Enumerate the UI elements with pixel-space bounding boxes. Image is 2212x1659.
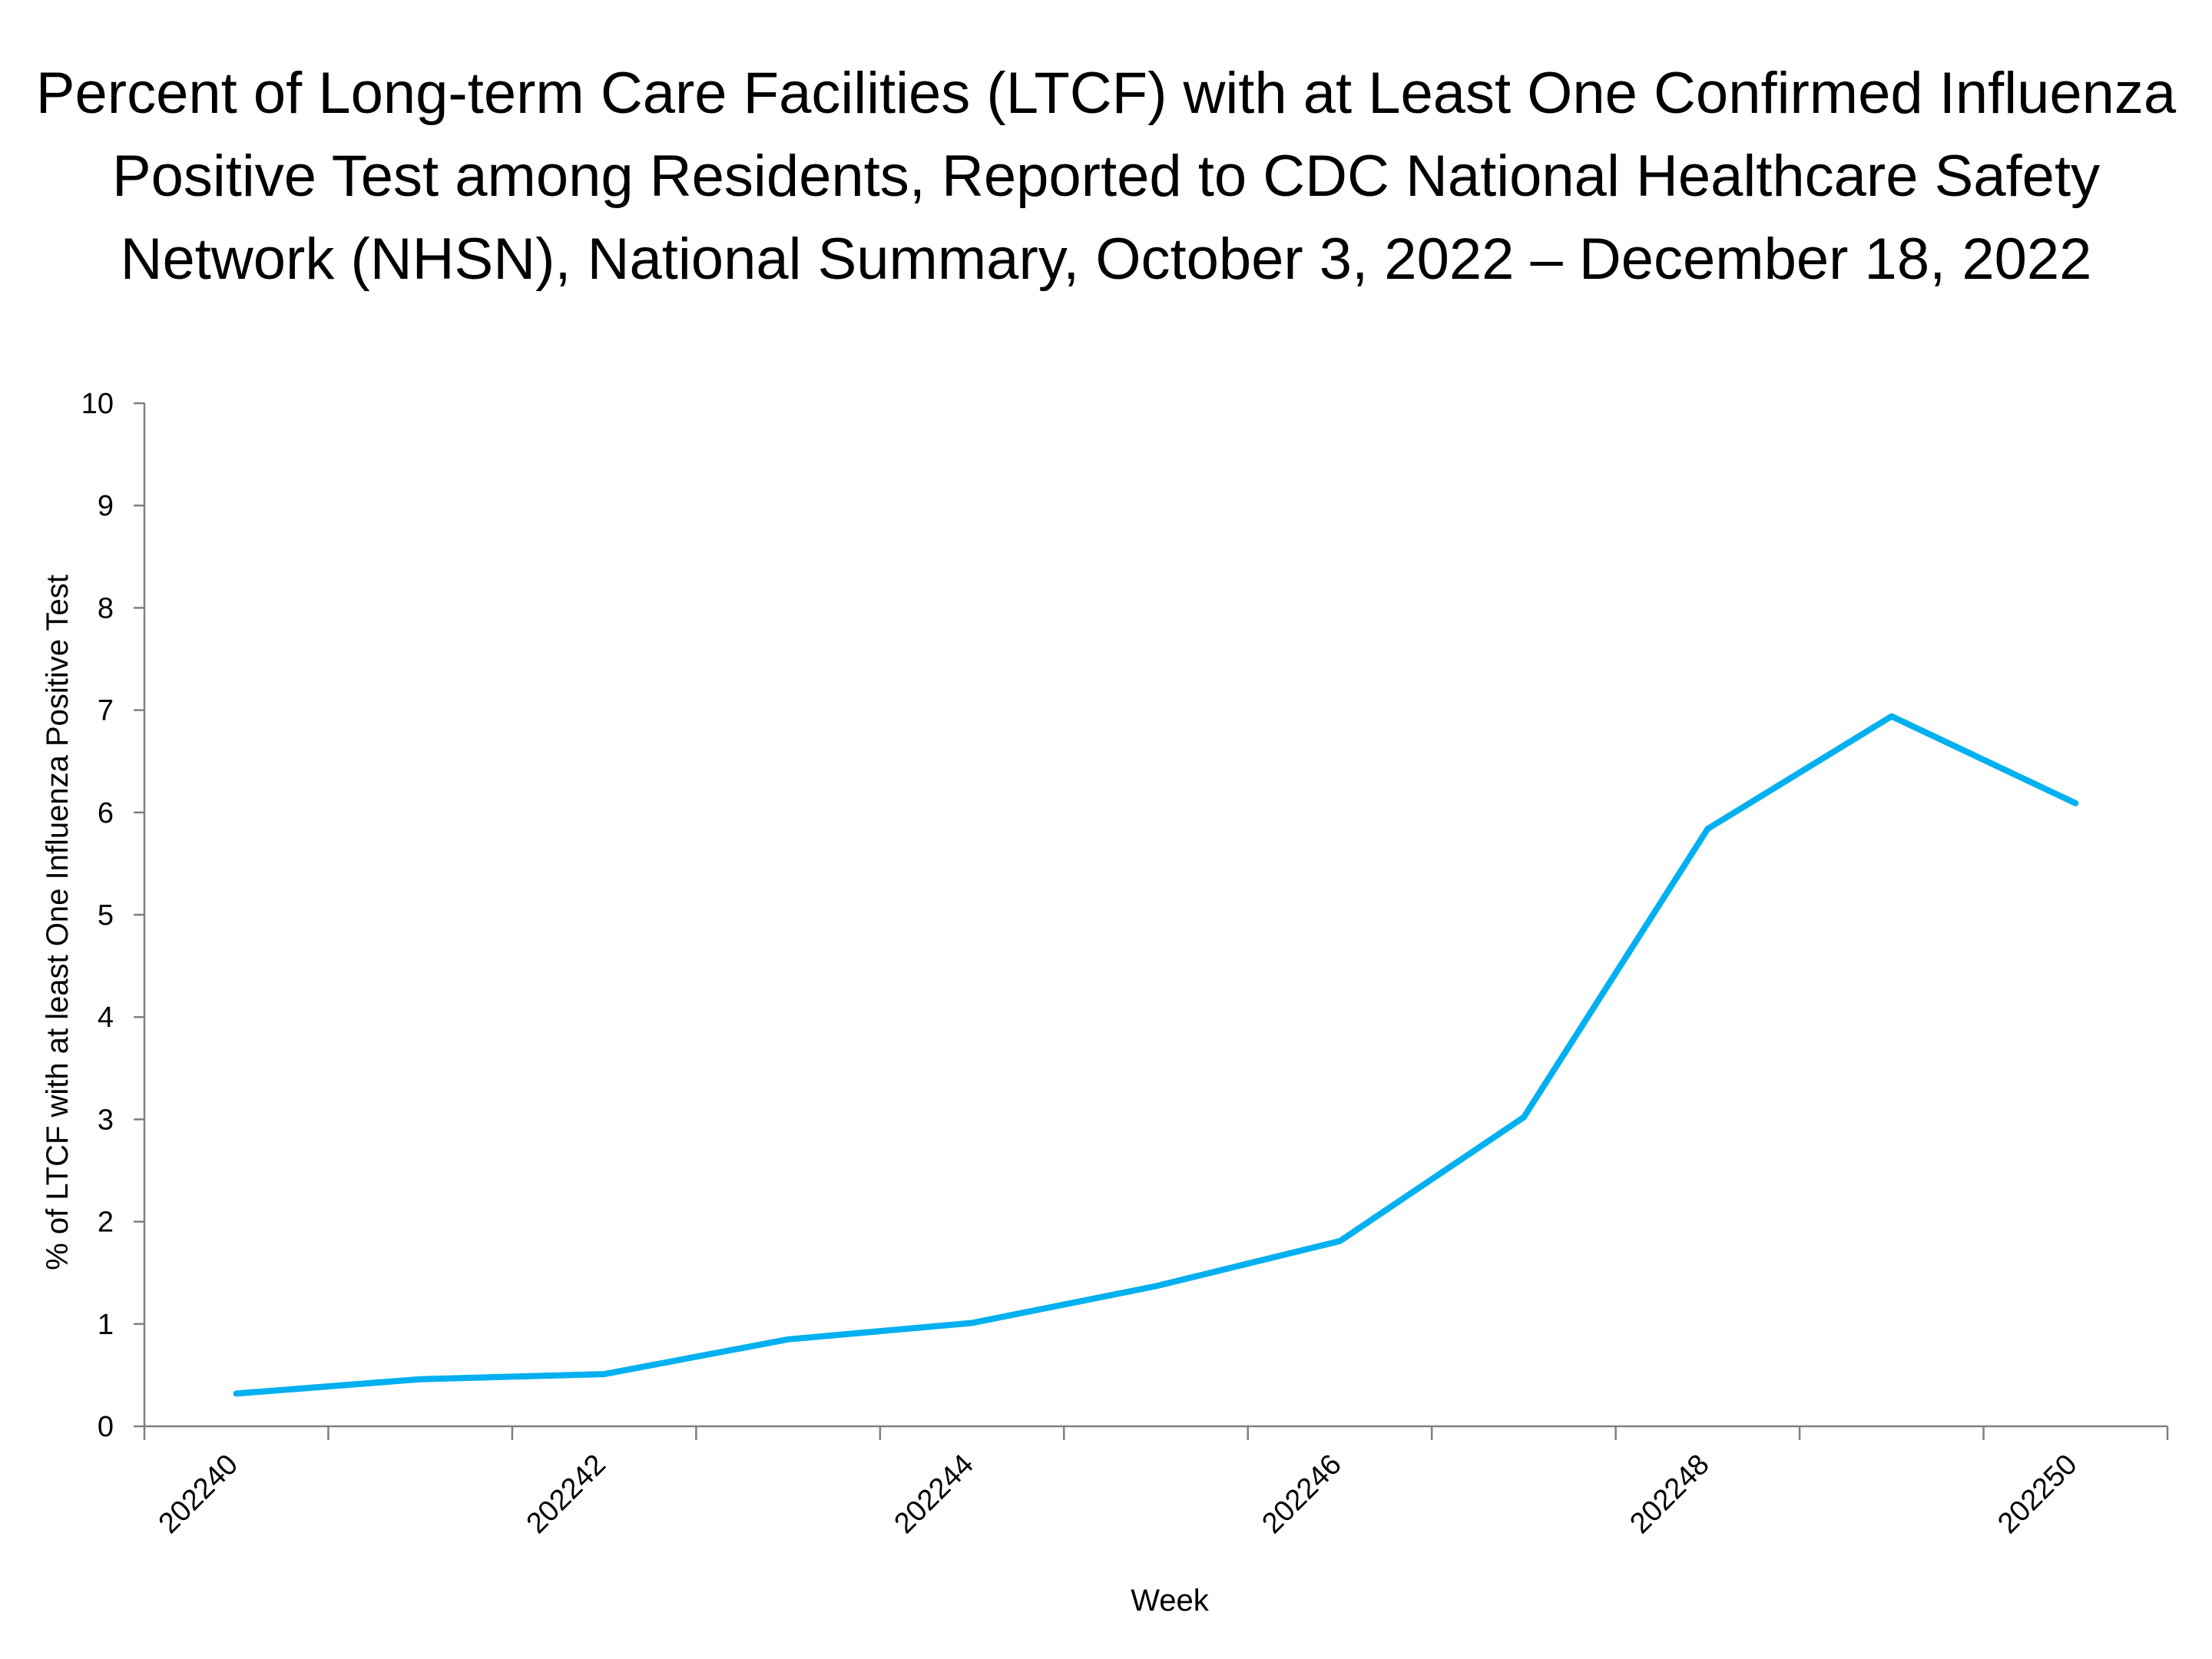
y-tick-label: 8 [98,592,114,624]
x-axis: 202240 202242 202244 202246 202248 202250 [143,1425,2169,1540]
y-tick-label: 1 [98,1309,114,1341]
x-tick-label: 202248 [1624,1449,1715,1540]
y-axis-title: % of LTCF with at least One Influenza Po… [41,575,75,1270]
data-point [601,1371,608,1377]
x-tick-label: 202246 [1256,1449,1347,1540]
y-tick-label: 7 [98,695,114,727]
data-point [1153,1283,1159,1290]
x-axis-title: Week [1131,1584,1210,1618]
y-tick-label: 9 [98,490,114,522]
chart-title-line-1: Percent of Long-term Care Facilities (LT… [35,61,2177,126]
x-tick-label: 202244 [889,1449,980,1540]
y-tick-label: 0 [98,1411,114,1443]
x-tick-label: 202250 [1992,1449,2083,1540]
y-tick-label: 5 [98,899,114,932]
y-axis: 0 1 2 3 4 5 6 7 8 9 10 [81,388,146,1443]
data-point [2072,800,2078,806]
data-point [417,1376,423,1382]
series-group [233,713,2079,1397]
x-tick-label: 202242 [521,1449,612,1540]
y-tick-label: 3 [98,1104,114,1136]
x-tick-label: 202240 [153,1449,244,1540]
y-tick-label: 10 [81,388,114,420]
data-point [785,1336,791,1343]
series-line [233,713,2079,1397]
data-point [969,1320,975,1326]
chart-title-line-2: Positive Test among Residents, Reported … [111,144,2101,209]
data-point [233,1390,240,1396]
y-tick-label: 6 [98,797,114,830]
chart-title-line-3: Network (NHSN), National Summary, Octobe… [120,227,2092,292]
data-point [1889,714,1895,720]
chart-title: Percent of Long-term Care Facilities (LT… [0,52,2212,301]
y-tick-label: 4 [98,1002,114,1034]
data-point [1704,826,1710,832]
data-point [1521,1114,1527,1121]
data-point [1336,1238,1343,1244]
y-tick-label: 2 [98,1207,114,1239]
